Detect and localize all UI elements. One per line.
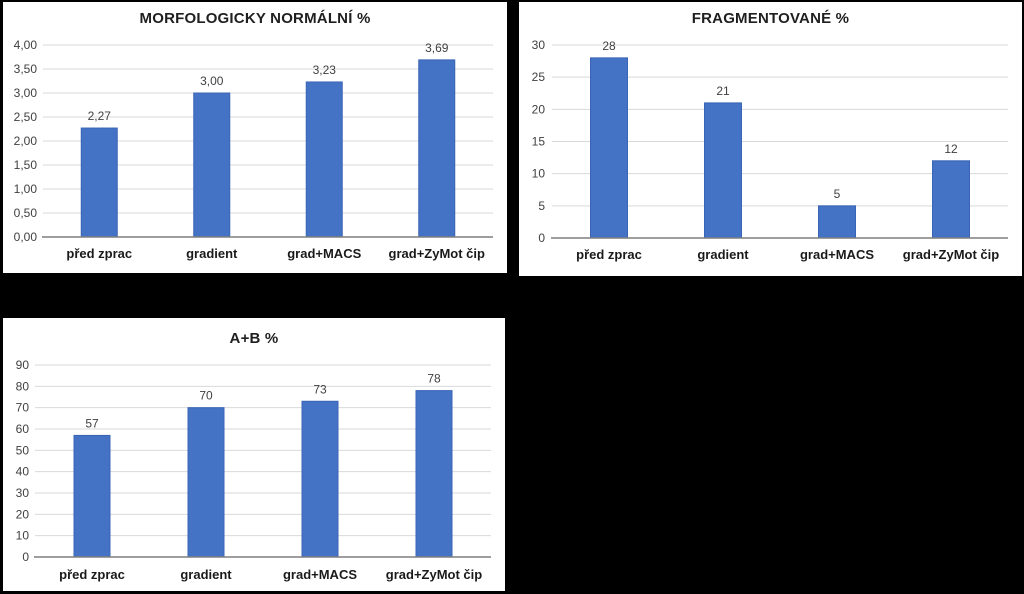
svg-text:grad+MACS: grad+MACS: [800, 247, 874, 262]
svg-text:10: 10: [532, 167, 546, 181]
bar-chart-morfologicky-normalni: 0,00 0,50 1,00 1,50 2,00 2,50 3,00 3,50 4,00 2,27…: [14, 38, 493, 261]
svg-text:30: 30: [16, 486, 30, 500]
svg-text:3,00: 3,00: [200, 74, 224, 88]
chart-title-fragmentovane: FRAGMENTOVANÉ %: [691, 10, 850, 27]
svg-text:10: 10: [16, 529, 30, 543]
svg-text:50: 50: [16, 443, 30, 457]
chart-panel-fragmentovane: FRAGMENTOVANÉ % 0 5 10 15 20 25 30 28 před zprac…: [519, 2, 1022, 276]
svg-text:1,50: 1,50: [14, 158, 38, 172]
svg-text:grad+ZyMot čip: grad+ZyMot čip: [903, 247, 999, 262]
svg-text:před zprac: před zprac: [576, 247, 642, 262]
svg-text:4,00: 4,00: [14, 38, 38, 52]
svg-text:60: 60: [16, 422, 30, 436]
svg-text:gradient: gradient: [180, 567, 232, 582]
svg-text:70: 70: [199, 389, 213, 403]
svg-text:3,23: 3,23: [313, 63, 337, 77]
svg-text:20: 20: [16, 507, 30, 521]
svg-text:12: 12: [944, 142, 958, 156]
svg-text:40: 40: [16, 465, 30, 479]
svg-text:28: 28: [602, 39, 616, 53]
svg-text:30: 30: [532, 38, 546, 52]
svg-text:grad+MACS: grad+MACS: [283, 567, 357, 582]
svg-text:21: 21: [716, 84, 730, 98]
svg-text:5: 5: [834, 187, 841, 201]
svg-text:3,50: 3,50: [14, 62, 38, 76]
svg-text:15: 15: [532, 135, 546, 149]
svg-text:57: 57: [85, 416, 99, 430]
chart-title-a-plus-b: A+B %: [229, 330, 279, 347]
chart-panel-a-plus-b: A+B % 0 10 20 30 40 50 60 70 80 90 57 před zprac 70 g…: [3, 318, 505, 591]
svg-text:2,27: 2,27: [88, 109, 112, 123]
svg-text:2,00: 2,00: [14, 134, 38, 148]
svg-text:gradient: gradient: [697, 247, 749, 262]
chart-panel-morfologicky-normalni: MORFOLOGICKY NORMÁLNÍ % 0,00 0,50 1,00 1,50…: [3, 2, 507, 273]
chart-title-morfologicky-normalni: MORFOLOGICKY NORMÁLNÍ %: [139, 10, 371, 27]
svg-text:25: 25: [532, 70, 546, 84]
svg-text:gradient: gradient: [186, 246, 238, 261]
svg-text:78: 78: [427, 372, 441, 386]
svg-text:před zprac: před zprac: [59, 567, 125, 582]
svg-text:grad+MACS: grad+MACS: [287, 246, 361, 261]
svg-text:3,00: 3,00: [14, 86, 38, 100]
svg-text:1,00: 1,00: [14, 182, 38, 196]
svg-text:73: 73: [313, 382, 327, 396]
svg-text:0: 0: [22, 550, 29, 564]
svg-text:0,50: 0,50: [14, 206, 38, 220]
svg-text:70: 70: [16, 401, 30, 415]
svg-text:3,69: 3,69: [425, 41, 449, 55]
svg-text:5: 5: [538, 199, 545, 213]
svg-text:80: 80: [16, 379, 30, 393]
bar-chart-a-plus-b: 0 10 20 30 40 50 60 70 80 90 57 před zprac 70 gradien…: [16, 358, 491, 582]
svg-text:2,50: 2,50: [14, 110, 38, 124]
svg-text:20: 20: [532, 102, 546, 116]
bar-chart-fragmentovane: 0 5 10 15 20 25 30 28 před zprac 21 gradient 5 grad+…: [532, 38, 1008, 262]
svg-text:0: 0: [538, 231, 545, 245]
svg-text:grad+ZyMot čip: grad+ZyMot čip: [386, 567, 482, 582]
svg-text:0,00: 0,00: [14, 230, 38, 244]
svg-text:grad+ZyMot čip: grad+ZyMot čip: [389, 246, 485, 261]
svg-text:90: 90: [16, 358, 30, 372]
svg-text:před zprac: před zprac: [66, 246, 132, 261]
